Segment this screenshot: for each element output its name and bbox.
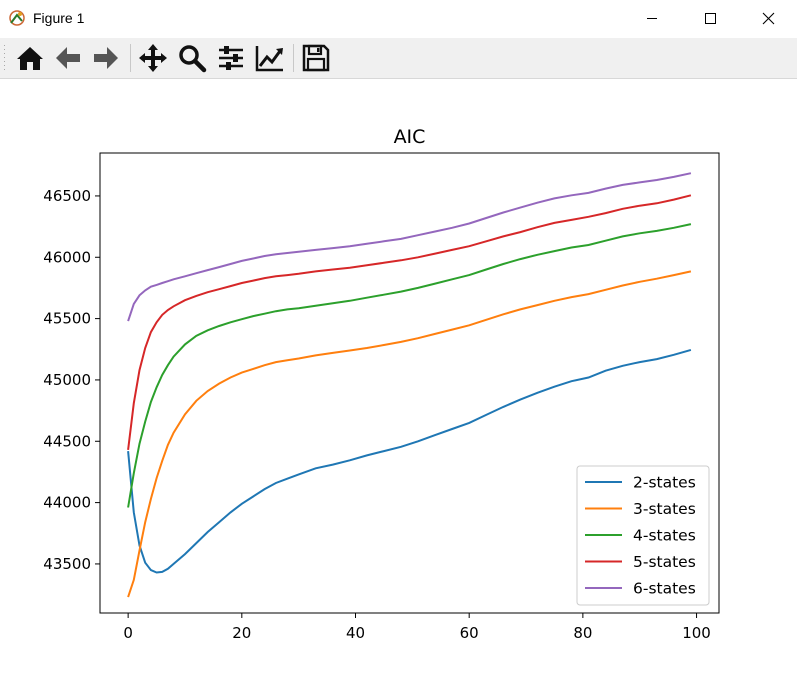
minimize-button[interactable]: [623, 0, 681, 38]
y-tick-label: 45000: [43, 371, 91, 389]
edit-axis-icon: [255, 46, 283, 72]
toolbar: [0, 38, 797, 79]
pan-button[interactable]: [136, 41, 170, 75]
app-icon: [9, 10, 25, 26]
axes-frame: [99, 152, 720, 614]
legend-box: [576, 465, 710, 606]
save-button[interactable]: [299, 41, 333, 75]
x-tick-label: 60: [460, 624, 479, 642]
x-tick-label: 80: [573, 624, 592, 642]
maximize-button[interactable]: [681, 0, 739, 38]
legend-label: 5-states: [633, 553, 696, 571]
configure-subplots-icon: [219, 46, 243, 70]
y-tick-label: 46000: [43, 248, 91, 266]
legend-label: 2-states: [633, 474, 696, 492]
series-line-5-states: [127, 194, 692, 451]
legend-label: 6-states: [633, 580, 696, 598]
zoom-icon: [179, 45, 207, 73]
y-tick-label: 45500: [43, 310, 91, 328]
zoom-button[interactable]: [175, 41, 209, 75]
back-button[interactable]: [51, 41, 85, 75]
figure-canvas[interactable]: 0 20 40 60 80 100 43500 44000 44500 45000 45500 460…: [0, 79, 797, 677]
x-tick-label: 40: [346, 624, 365, 642]
home-icon: [17, 47, 43, 70]
legend-label: 4-states: [633, 527, 696, 545]
minimize-icon: [647, 18, 657, 19]
configure-subplots-button[interactable]: [214, 41, 248, 75]
y-tick-label: 46500: [43, 187, 91, 205]
series-line-2-states: [127, 348, 692, 574]
window-title: Figure 1: [33, 10, 85, 26]
series-line-3-states: [127, 270, 692, 598]
toolbar-grip: [4, 45, 5, 70]
title-bar: Figure 1: [0, 0, 797, 38]
y-tick-label: 44000: [43, 494, 91, 512]
toolbar-separator: [293, 44, 294, 72]
save-icon: [302, 44, 330, 72]
edit-axis-button[interactable]: [253, 41, 287, 75]
toolbar-separator: [130, 44, 131, 72]
line-chart: 0 20 40 60 80 100 43500 44000 44500 45000 45500 460…: [43, 126, 720, 642]
x-tick-label: 0: [123, 624, 133, 642]
pan-icon: [139, 44, 167, 72]
x-tick-label: 20: [232, 624, 251, 642]
maximize-icon: [705, 13, 716, 24]
close-button[interactable]: [739, 0, 797, 38]
back-icon: [56, 47, 80, 69]
legend-label: 3-states: [633, 500, 696, 518]
series-line-6-states: [127, 172, 692, 322]
forward-button[interactable]: [89, 41, 123, 75]
y-tick-label: 43500: [43, 555, 91, 573]
forward-icon: [94, 47, 118, 69]
y-tick-label: 44500: [43, 432, 91, 450]
series-line-4-states: [127, 223, 692, 508]
x-tick-label: 100: [682, 624, 711, 642]
close-icon: [762, 12, 775, 25]
home-button[interactable]: [13, 41, 47, 75]
chart-title: AIC: [394, 126, 426, 148]
